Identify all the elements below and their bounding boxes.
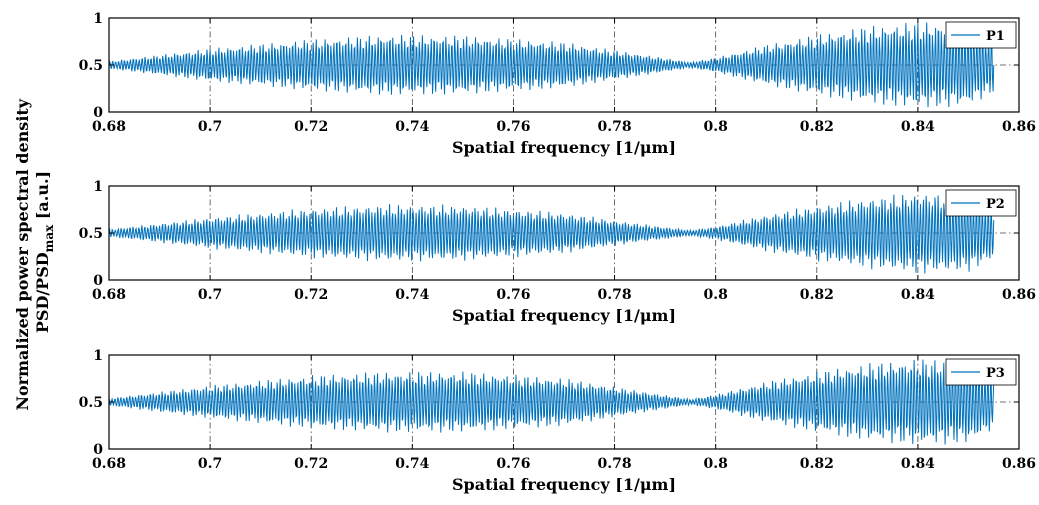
- x-tick-label: 0.7: [198, 456, 222, 472]
- legend: P2: [945, 189, 1017, 217]
- x-tick-label: 0.82: [800, 119, 834, 135]
- x-tick-label: 0.78: [598, 287, 632, 303]
- legend: P3: [945, 358, 1017, 386]
- x-tick-label: 0.74: [395, 287, 429, 303]
- x-tick-label: 0.72: [294, 456, 328, 472]
- x-tick-label: 0.84: [901, 119, 935, 135]
- y-tick-label: 0.5: [79, 395, 103, 411]
- y-tick-label: 0.5: [79, 58, 103, 74]
- x-tick-label: 0.76: [496, 456, 530, 472]
- x-tick-label: 0.74: [395, 119, 429, 135]
- y-axis-label: Normalized power spectral density PSD/PS…: [13, 93, 56, 410]
- y-axis-label-unit: [a.u.]: [33, 171, 52, 225]
- x-tick-label: 0.82: [800, 456, 834, 472]
- series-line-P1: [109, 22, 995, 108]
- panel-3: 0.68 0.7 0.72 0.74 0.76 0.78 0.8 0.82 0.84 0.86 0 0…: [79, 348, 1036, 494]
- x-tick-label: 0.8: [703, 456, 727, 472]
- x-tick-label: 0.68: [92, 119, 126, 135]
- y-tick-label: 0.5: [79, 226, 103, 242]
- x-tick-label: 0.78: [598, 456, 632, 472]
- x-axis-label: Spatial frequency [1/μm]: [452, 138, 676, 157]
- x-tick-label: 0.86: [1002, 287, 1036, 303]
- legend-label: P3: [986, 366, 1005, 381]
- legend-label: P1: [986, 29, 1005, 44]
- x-tick-label: 0.7: [198, 287, 222, 303]
- legend: P1: [945, 21, 1017, 49]
- x-tick-label: 0.72: [294, 287, 328, 303]
- legend-label: P2: [986, 197, 1005, 212]
- y-tick-label: 1: [93, 11, 103, 27]
- panel-2: 0.68 0.7 0.72 0.74 0.76 0.78 0.8 0.82 0.84 0.86 0 0…: [79, 179, 1036, 325]
- y-tick-label: 0: [93, 273, 103, 289]
- x-tick-label: 0.86: [1002, 119, 1036, 135]
- x-axis-label: Spatial frequency [1/μm]: [452, 306, 676, 325]
- y-tick-label: 1: [93, 179, 103, 195]
- y-axis-label-line1: Normalized power spectral density: [13, 98, 32, 410]
- panel-1: 0.68 0.7 0.72 0.74 0.76 0.78 0.8 0.82 0.84 0.86 0 0…: [79, 11, 1036, 157]
- x-tick-label: 0.8: [703, 119, 727, 135]
- y-tick-label: 0: [93, 442, 103, 458]
- y-axis-label-subscript: max: [42, 224, 56, 252]
- x-tick-label: 0.74: [395, 456, 429, 472]
- y-tick-label: 1: [93, 348, 103, 364]
- x-tick-label: 0.82: [800, 287, 834, 303]
- x-tick-label: 0.76: [496, 119, 530, 135]
- series-line-P2: [109, 192, 995, 274]
- series-line-P3: [109, 359, 995, 445]
- x-tick-label: 0.72: [294, 119, 328, 135]
- y-axis-label-main: PSD/PSD: [33, 252, 52, 333]
- x-tick-label: 0.84: [901, 287, 935, 303]
- y-tick-label: 0: [93, 105, 103, 121]
- x-axis-label: Spatial frequency [1/μm]: [452, 475, 676, 494]
- y-axis-label-line2: PSD/PSDmax [a.u.]: [33, 171, 56, 333]
- panels: 0.68 0.7 0.72 0.74 0.76 0.78 0.8 0.82 0.84 0.8600…: [79, 11, 1036, 494]
- x-tick-label: 0.8: [703, 287, 727, 303]
- x-tick-label: 0.78: [598, 119, 632, 135]
- x-tick-label: 0.68: [92, 456, 126, 472]
- x-tick-label: 0.68: [92, 287, 126, 303]
- x-tick-label: 0.84: [901, 456, 935, 472]
- x-tick-label: 0.76: [496, 287, 530, 303]
- x-tick-label: 0.7: [198, 119, 222, 135]
- x-tick-label: 0.86: [1002, 456, 1036, 472]
